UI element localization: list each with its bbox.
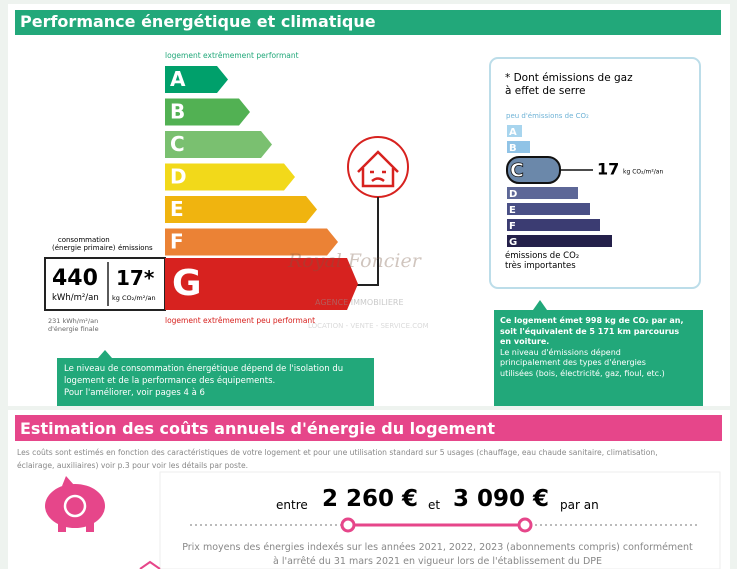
ges-unit: kg CO₂/m²/an	[623, 169, 663, 176]
energy-class-bar	[165, 196, 317, 223]
ges-class-bar	[507, 125, 522, 137]
ges-class-bar	[507, 187, 578, 199]
label-line: d'énergie finale	[48, 325, 99, 333]
ges-class-letter: D	[509, 189, 517, 200]
scale-label: émissions de CO₂ très importantes	[505, 251, 579, 271]
note-line: utilisées (bois, électricité, gaz, fioul…	[500, 368, 665, 378]
energy-class-letter: B	[170, 100, 185, 124]
energy-class-bar	[165, 98, 250, 126]
intro-line: éclairage, auxiliaires) voir p.3 pour vo…	[17, 461, 249, 470]
cost-text: par an	[560, 498, 599, 512]
ges-class-bar	[507, 235, 612, 247]
footnote-line: Prix moyens des énergies indexés sur les…	[182, 542, 693, 553]
decoration	[139, 560, 161, 569]
ges-class-letter: G	[509, 237, 517, 248]
energy-class-bar	[165, 131, 272, 158]
cost-marker	[340, 517, 356, 533]
scale-label: logement extrêmement peu performant	[165, 316, 316, 325]
scale-label: logement extrêmement performant	[165, 51, 299, 60]
cost-high: 3 090 €	[453, 486, 550, 512]
cost-text: entre	[276, 498, 308, 512]
emissions-label: émissions	[118, 244, 153, 252]
piggy-icon	[86, 522, 94, 532]
watermark: LOCATION - VENTE - SERVICE.COM	[308, 322, 429, 330]
energy-class-letter: G	[172, 263, 202, 304]
ges-class-letter: F	[509, 221, 516, 232]
consumption-box	[44, 257, 166, 311]
energy-class-letter: D	[170, 165, 187, 189]
cost-low: 2 260 €	[322, 486, 419, 512]
watermark: AGENCE IMMOBILIERE	[315, 298, 404, 307]
piggy-icon	[63, 494, 87, 518]
label-line: émissions de CO₂	[505, 251, 580, 261]
cost-intro: Les coûts sont estimés en fonction des c…	[17, 446, 658, 472]
note-line: Ce logement émet 998 kg de CO₂ par an,	[500, 316, 684, 325]
energy-class-letter: C	[170, 132, 185, 156]
energy-class-bar	[165, 163, 295, 191]
ges-value: 17	[597, 160, 619, 179]
note-pointer	[533, 300, 547, 310]
note-line: soit l'équivalent de 5 171 km parcourus	[500, 326, 680, 336]
ges-class-bar	[507, 219, 600, 231]
heading-line: * Dont émissions de gaz	[505, 72, 633, 84]
note-pointer	[98, 350, 112, 358]
ges-class-letter: A	[509, 127, 517, 138]
ges-class-bar	[507, 203, 590, 215]
consumption-value: 440	[52, 266, 98, 291]
cost-text: et	[428, 498, 441, 512]
energy-class-letter: E	[170, 197, 184, 221]
cost-marker	[517, 517, 533, 533]
label-line: consommation	[57, 236, 110, 244]
house-icon	[347, 136, 409, 198]
energy-class-bar	[165, 228, 338, 256]
consumption-unit: kWh/m²/an	[52, 293, 99, 303]
label-line: 231 kWh/m²/an	[48, 317, 99, 325]
note-line: Le niveau de consommation énergétique dé…	[64, 364, 344, 374]
emissions-unit: kg CO₂/m²/an	[112, 294, 156, 302]
final-energy: 231 kWh/m²/an d'énergie finale	[48, 317, 99, 333]
section-title: Estimation des coûts annuels d'énergie d…	[20, 419, 495, 438]
ges-class-bar	[507, 141, 530, 153]
ges-heading: * Dont émissions de gaz à effet de serre	[505, 72, 633, 98]
ges-note: Ce logement émet 998 kg de CO₂ par an, so…	[500, 316, 684, 379]
energy-class-bar	[165, 66, 228, 93]
energy-class-bar	[165, 258, 358, 310]
note-line: Pour l'améliorer, voir pages 4 à 6	[64, 388, 205, 398]
emissions-value: 17*	[116, 266, 155, 290]
note-line: en voiture.	[500, 337, 550, 346]
label-line: (énergie primaire)	[52, 244, 116, 252]
title-bar	[15, 415, 722, 441]
section-title: Performance énergétique et climatique	[20, 12, 376, 31]
note-line: logement et de la performance des équipe…	[64, 376, 276, 386]
title-bar	[15, 10, 721, 35]
heading-line: à effet de serre	[505, 85, 586, 97]
energy-note: Le niveau de consommation énergétique dé…	[64, 363, 343, 399]
note-box	[57, 358, 374, 406]
note-line: principalement des types d'énergies	[500, 358, 646, 367]
cost-footnote: Prix moyens des énergies indexés sur les…	[160, 541, 715, 569]
house-icon	[357, 150, 399, 188]
watermark: Royal Foncier	[288, 250, 421, 272]
footnote-line: à l'arrêté du 31 mars 2021 en vigueur lo…	[273, 556, 602, 567]
ges-class-letter: C	[510, 160, 524, 182]
note-line: Le niveau d'émissions dépend	[500, 347, 621, 357]
ges-note-box	[494, 310, 703, 406]
piggy-icon	[58, 522, 66, 532]
cost-box	[159, 471, 721, 569]
energy-class-letter: A	[170, 67, 186, 91]
ges-class-letter: E	[509, 205, 516, 216]
consumption-label: consommation (énergie primaire)	[52, 236, 116, 252]
scale-label: peu d'émissions de CO₂	[506, 112, 589, 120]
energy-class-letter: F	[170, 230, 184, 254]
connector	[356, 197, 379, 286]
intro-line: Les coûts sont estimés en fonction des c…	[17, 448, 658, 457]
ges-class-letter: B	[509, 143, 517, 154]
piggy-icon	[62, 476, 74, 486]
label-line: très importantes	[505, 261, 576, 271]
piggy-icon	[45, 484, 105, 528]
